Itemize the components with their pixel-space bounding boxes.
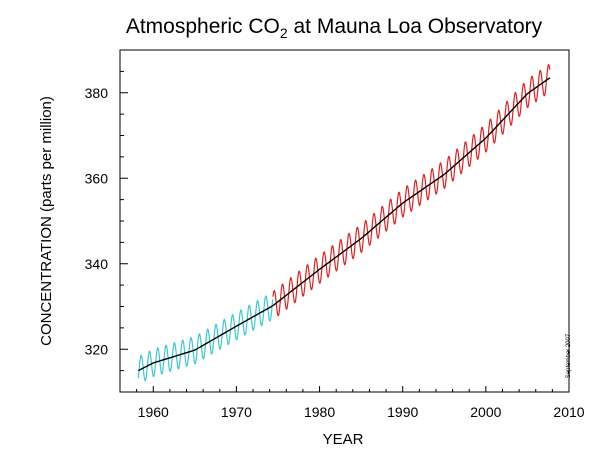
x-tick-label: 2000: [470, 404, 501, 420]
chart-title: Atmospheric CO2 at Mauna Loa Observatory: [126, 15, 543, 41]
data-series: [137, 64, 551, 382]
x-tick-label: 1970: [221, 404, 252, 420]
series-annual-trend: [137, 77, 551, 372]
x-tick-label: 1990: [387, 404, 418, 420]
y-axis-title: CONCENTRATION (parts per million): [38, 96, 55, 346]
series-monthly-early: [137, 295, 274, 382]
x-axis-title: YEAR: [323, 431, 364, 448]
title-suffix: at Mauna Loa Observatory: [288, 15, 543, 38]
axis-ticks: 1960 1970 1980 1990 2000 2010 320 340 360 380: [85, 70, 585, 420]
title-main: Atmospheric CO: [126, 15, 280, 38]
date-annotation: September 2007: [566, 333, 572, 378]
x-tick-label: 1980: [304, 404, 335, 420]
y-tick-label: 360: [85, 170, 109, 186]
y-tick-label: 320: [85, 341, 109, 357]
svg-text:Atmospheric CO2 at Mauna Loa O: Atmospheric CO2 at Mauna Loa Observatory: [126, 15, 543, 41]
y-tick-label: 380: [85, 85, 109, 101]
x-tick-label: 1960: [138, 404, 169, 420]
plot-frame: [119, 49, 570, 393]
y-tick-label: 340: [85, 256, 109, 272]
series-monthly-late: [272, 64, 551, 317]
x-tick-label: 2010: [553, 404, 584, 420]
title-subscript: 2: [280, 25, 288, 41]
